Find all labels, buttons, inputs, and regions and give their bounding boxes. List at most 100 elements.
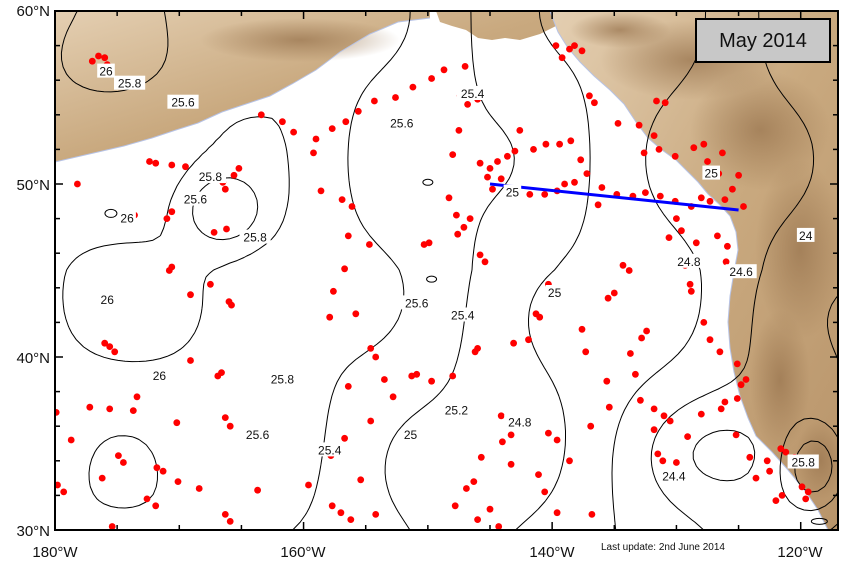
contour-label-background: [503, 184, 522, 199]
contour-label: 25: [705, 167, 719, 181]
float-marker: [605, 403, 613, 411]
float-marker: [671, 152, 679, 160]
float-marker: [366, 241, 373, 248]
contour-label-background: [457, 86, 489, 100]
float-marker: [706, 197, 714, 205]
float-marker: [678, 227, 685, 235]
contour-label-background: [97, 63, 115, 78]
float-marker: [733, 395, 741, 402]
float-marker: [428, 377, 435, 385]
float-marker: [461, 63, 469, 70]
float-marker: [470, 478, 478, 485]
contour-label: 24.8: [508, 416, 532, 430]
contour-labels: 26 25.8 25.6 25.6 25.4 25.8 25.6 26 25.8 25.6 25.4…: [97, 63, 819, 483]
float-marker: [471, 348, 479, 356]
float-marker: [367, 417, 375, 425]
contour-label: 25.4: [451, 309, 475, 323]
float-marker: [182, 163, 189, 171]
map-title: May 2014: [719, 30, 807, 52]
float-marker: [464, 101, 471, 108]
float-marker: [716, 348, 724, 356]
float-marker: [659, 457, 667, 465]
contour-label-background: [194, 169, 226, 184]
contour-label-background: [440, 402, 472, 417]
float-marker: [330, 287, 337, 295]
float-marker: [578, 325, 586, 333]
contour-label: 25.6: [171, 96, 195, 110]
float-marker: [381, 376, 388, 383]
float-marker: [742, 376, 750, 383]
contour-label-background: [702, 165, 720, 180]
float-marker: [187, 291, 194, 299]
float-marker: [88, 57, 96, 65]
contour-label: 26: [120, 212, 134, 226]
float-marker: [763, 457, 771, 465]
float-marker: [802, 495, 810, 503]
small-contour-ring: [104, 208, 118, 218]
float-marker: [153, 464, 161, 472]
float-marker: [655, 146, 663, 153]
lat-label-60: 60°N: [16, 3, 50, 20]
lat-label-40: 40°N: [16, 350, 50, 367]
float-marker: [525, 336, 532, 344]
float-marker: [168, 208, 176, 216]
contour-label: 25.8: [199, 170, 223, 184]
lon-label-160: 160°W: [280, 544, 326, 561]
contour-label: 25.8: [792, 456, 816, 470]
float-marker: [174, 478, 182, 485]
float-marker: [782, 448, 790, 456]
float-marker: [567, 137, 575, 145]
float-marker: [553, 509, 561, 517]
float-marker: [697, 410, 705, 418]
float-marker: [372, 511, 380, 518]
float-marker: [692, 239, 700, 247]
float-marker: [650, 132, 658, 140]
lat-label-30: 30°N: [16, 523, 50, 540]
lon-label-180: 180°W: [32, 544, 78, 561]
float-marker: [228, 301, 235, 309]
isopycnal-contour: [384, 11, 515, 530]
contour-label: 24.6: [729, 265, 753, 279]
coastline: [549, 11, 829, 530]
contour-label: 25: [506, 186, 520, 200]
float-marker: [536, 313, 544, 321]
float-marker: [95, 52, 102, 60]
contour-label: 25.2: [445, 404, 469, 418]
float-marker: [746, 453, 754, 461]
lat-label-50: 50°N: [16, 177, 50, 194]
float-marker: [714, 232, 721, 240]
float-marker: [542, 140, 550, 148]
float-marker: [690, 144, 698, 152]
float-marker: [357, 476, 365, 484]
float-marker: [778, 492, 786, 499]
float-marker: [740, 203, 747, 210]
float-marker: [684, 433, 691, 440]
float-marker: [226, 422, 234, 430]
float-marker: [526, 191, 534, 198]
float-marker: [310, 149, 317, 157]
float-marker: [214, 372, 222, 380]
float-marker: [495, 523, 503, 530]
contour-label-background: [401, 426, 420, 441]
float-marker: [279, 118, 286, 126]
float-marker: [721, 398, 729, 406]
title-box: May 2014: [695, 18, 831, 63]
float-marker: [120, 459, 127, 466]
float-marker: [389, 393, 397, 401]
contour-label-background: [545, 285, 564, 299]
float-marker: [449, 151, 457, 159]
float-marker: [507, 460, 515, 468]
float-marker: [661, 99, 669, 107]
lon-label-120: 120°W: [777, 544, 823, 561]
contour-label: 26: [101, 293, 115, 307]
float-marker: [133, 393, 141, 401]
float-marker: [460, 223, 468, 231]
float-marker: [111, 348, 119, 356]
float-marker: [552, 42, 560, 49]
float-marker: [489, 185, 496, 193]
float-marker: [722, 258, 730, 266]
contour-label-background: [239, 229, 271, 244]
float-marker: [594, 201, 602, 209]
float-marker: [766, 467, 773, 475]
small-contour-rings: [104, 178, 828, 525]
